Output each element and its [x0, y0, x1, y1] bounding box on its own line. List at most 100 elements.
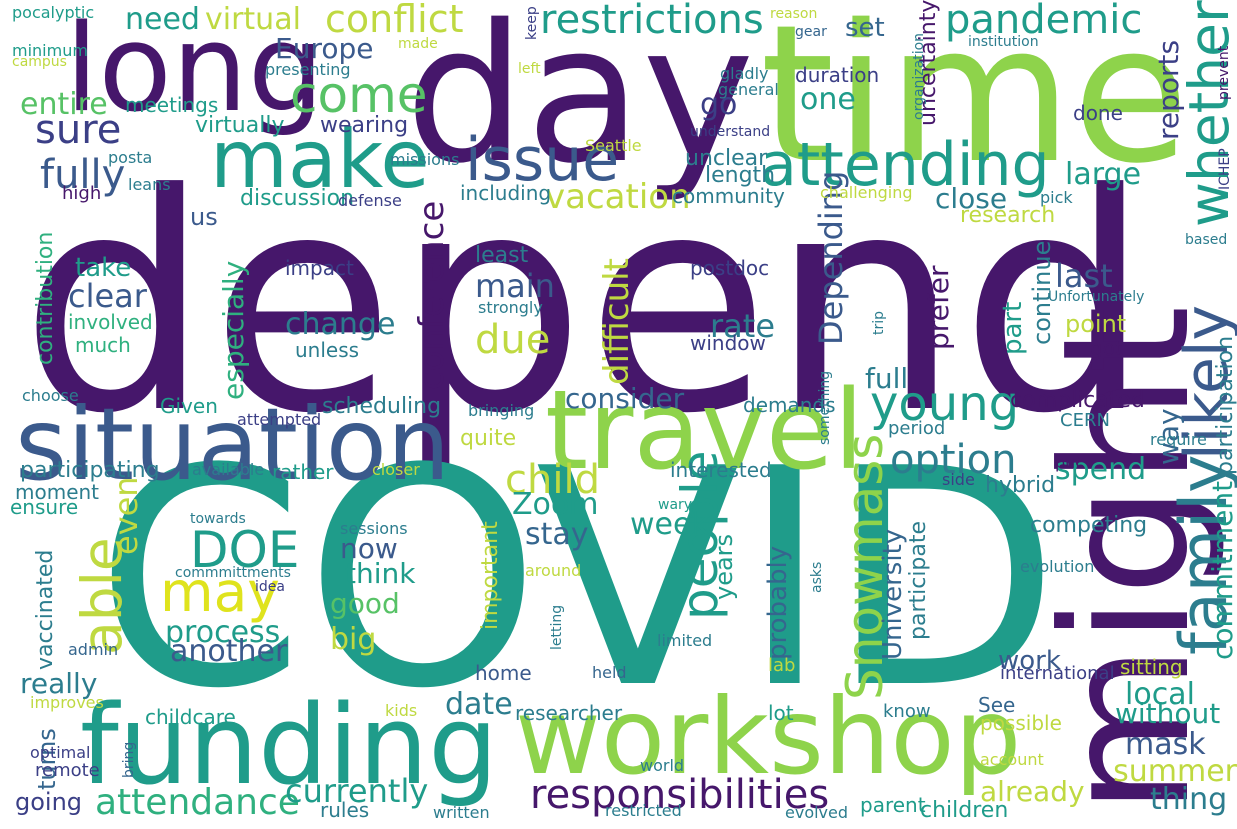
word-currently: currently — [285, 772, 429, 810]
word-keep: keep — [524, 6, 540, 40]
word-attempted: attempted — [237, 410, 322, 429]
word-researcher: researcher — [515, 701, 623, 725]
word-contribution: contribution — [33, 231, 58, 365]
word-long: long — [65, 0, 324, 139]
word-rules: rules — [320, 798, 370, 822]
word-come: come — [290, 66, 428, 124]
word-virtual: virtual — [205, 2, 301, 37]
word-bringing: bringing — [468, 401, 535, 420]
word-put: put — [1055, 453, 1082, 472]
word-pandemic: pandemic — [945, 0, 1143, 43]
word-wary: wary — [658, 497, 693, 513]
word-evolved: evolved — [785, 803, 849, 822]
word-without: without — [1115, 697, 1221, 730]
word-see: See — [978, 693, 1016, 717]
word-presenting: presenting — [265, 60, 351, 79]
word-world: world — [640, 756, 685, 775]
word-option: option — [890, 437, 1017, 483]
word-fully: fully — [40, 152, 126, 198]
word-entire: entire — [20, 87, 108, 122]
word-ensure: ensure — [10, 495, 79, 519]
word-cern: CERN — [1060, 410, 1110, 431]
word-covid: COVID — [95, 405, 1061, 754]
word-general: general — [718, 80, 779, 99]
word-least: least — [475, 243, 529, 268]
word-including: including — [460, 181, 552, 205]
word-reason: reason — [770, 6, 818, 22]
word-local: local — [1125, 677, 1195, 712]
word-left: left — [518, 61, 541, 77]
word-whether: whether — [1177, 0, 1237, 227]
word-virtually: virtually — [195, 113, 285, 138]
word-work: work — [998, 646, 1061, 676]
word-big: big — [330, 622, 377, 657]
word-strongly: strongly — [478, 298, 543, 317]
word-make: make — [210, 113, 430, 206]
word-due: due — [475, 317, 551, 363]
word-lot: lot — [768, 701, 794, 725]
word-vaccinated: vaccinated — [33, 549, 58, 670]
word-conference: conference — [412, 200, 452, 390]
word-possible: possible — [980, 711, 1062, 735]
word-impact: impact — [285, 256, 354, 280]
word-child: child — [505, 457, 600, 503]
word-important: important — [478, 521, 503, 630]
word-may: may — [160, 560, 280, 624]
word-made: made — [398, 36, 438, 52]
word-choose: choose — [22, 386, 79, 405]
word-one: one — [800, 82, 856, 117]
word-already: already — [980, 775, 1085, 808]
word-participate: participate — [906, 520, 931, 640]
word-unfortunately: Unfortunately — [1048, 289, 1145, 305]
word-need: need — [125, 2, 200, 37]
word-asks: asks — [809, 561, 825, 593]
word-demands: demands — [743, 393, 836, 417]
word-defense: defense — [338, 191, 402, 210]
word-doe: DOE — [190, 521, 300, 579]
word-complicated: complicated — [1010, 388, 1145, 413]
word-much: much — [75, 333, 131, 357]
word-part: part — [998, 301, 1028, 355]
word-quite: quite — [460, 426, 517, 451]
word-commmittments: commmittments — [175, 565, 291, 581]
word-spend: spend — [1055, 452, 1147, 487]
word-based: based — [1185, 232, 1228, 248]
word-us: us — [190, 203, 218, 231]
word-attending: attending — [760, 130, 1050, 200]
word-leans: leans — [128, 175, 171, 194]
word-unclear: unclear — [685, 146, 768, 171]
word-around: around — [525, 561, 582, 580]
word-trip: trip — [871, 310, 887, 335]
word-especially: especially — [217, 260, 250, 400]
word-bring: bring — [121, 741, 137, 778]
word-posta: posta — [108, 148, 153, 167]
word-full: full — [865, 362, 909, 395]
word-given: Given — [160, 394, 218, 418]
word-moment: moment — [15, 480, 100, 504]
word-change: change — [285, 307, 396, 342]
word-scheduling: scheduling — [322, 394, 442, 419]
word-minimum: minimum — [12, 41, 88, 60]
word-pocalyptic: pocalyptic — [12, 3, 95, 22]
word-rate: rate — [710, 307, 775, 345]
word-got: got — [1090, 336, 1123, 360]
word-side: side — [942, 470, 975, 489]
word-childcare: childcare — [145, 705, 236, 729]
word-duration: duration — [795, 63, 880, 87]
word-funding: funding — [80, 681, 499, 809]
word-main: main — [475, 267, 555, 305]
word-parent: parent — [860, 793, 926, 817]
word-take: take — [75, 253, 132, 283]
word-issue: issue — [465, 125, 620, 195]
word-date: date — [445, 687, 513, 722]
word-pick: pick — [1040, 188, 1073, 207]
word-idea: idea — [255, 579, 285, 595]
word-campus: campus — [12, 54, 67, 70]
word-gladly: gladly — [720, 64, 769, 83]
word-community: community — [672, 184, 785, 208]
word-written: written — [433, 803, 490, 822]
word-involved: involved — [68, 310, 153, 334]
word-done: done — [1073, 101, 1123, 125]
word-sure: sure — [35, 107, 122, 153]
word-missions: missions — [390, 150, 460, 169]
